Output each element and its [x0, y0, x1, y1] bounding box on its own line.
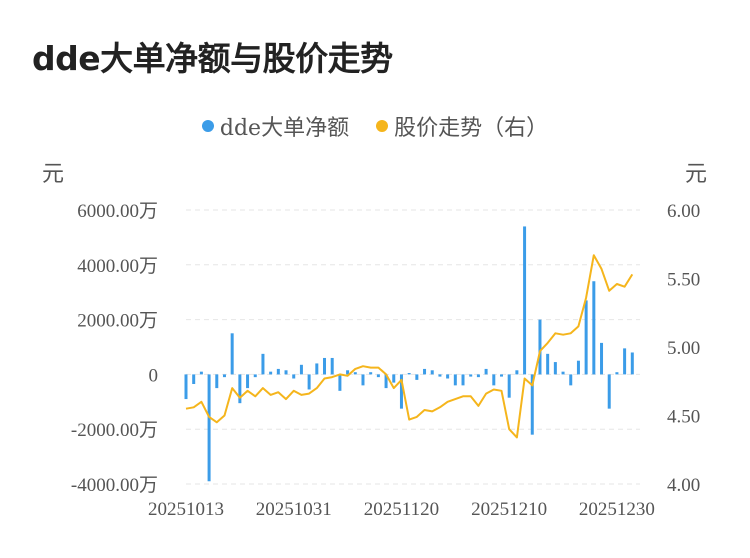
legend-label-dde: dde大单净额 — [219, 116, 350, 141]
dde-bar — [238, 374, 242, 404]
dde-bar — [269, 371, 273, 375]
dde-bar — [561, 371, 565, 375]
dde-bar — [469, 374, 473, 377]
dde-bar — [623, 348, 627, 375]
dde-bar — [222, 374, 226, 378]
legend-item-dde[interactable]: dde大单净额 — [201, 110, 350, 142]
right-tick-label: 5.00 — [667, 338, 700, 359]
x-tick-label: 20251230 — [579, 499, 655, 520]
legend-dot-price — [376, 120, 389, 132]
dde-bar — [299, 364, 303, 375]
left-axis-unit: 元 — [42, 162, 65, 187]
dde-bar — [230, 333, 234, 375]
dde-bar — [446, 374, 450, 379]
legend-label-price: 股价走势（右） — [394, 116, 549, 141]
dde-bar — [630, 352, 634, 375]
x-tick-label: 20251013 — [148, 499, 224, 520]
dde-bar — [415, 374, 419, 380]
dde-bar — [523, 226, 527, 375]
x-tick-label: 20251031 — [256, 499, 332, 520]
right-tick-label: 4.50 — [667, 407, 700, 428]
dde-bar — [253, 374, 257, 378]
dde-bar — [607, 374, 611, 409]
left-tick-label: -4000.00万 — [71, 475, 158, 496]
dde-bar — [423, 368, 427, 375]
dde-bar — [207, 374, 211, 482]
right-axis-unit: 元 — [685, 162, 708, 187]
dde-bar — [353, 372, 357, 375]
dde-bar — [546, 353, 550, 375]
dde-bar — [399, 374, 403, 409]
left-tick-label: 4000.00万 — [77, 256, 158, 277]
dde-bar — [499, 374, 503, 377]
dde-bar — [484, 368, 488, 375]
dde-bar — [476, 374, 480, 378]
dde-bar — [184, 374, 188, 400]
dde-bar — [453, 374, 457, 386]
dde-bar — [292, 374, 296, 379]
dde-bar — [315, 363, 319, 375]
dde-bar — [492, 374, 496, 386]
dde-bar — [369, 372, 373, 375]
dde-bar — [430, 370, 434, 375]
dde-bar — [600, 342, 604, 375]
right-tick-label: 5.50 — [667, 270, 700, 291]
left-tick-label: -2000.00万 — [71, 420, 158, 441]
x-tick-label: 20251210 — [471, 499, 547, 520]
dde-bar — [461, 374, 465, 386]
x-tick-label: 20251120 — [364, 499, 439, 520]
left-tick-label: 0 — [149, 365, 159, 386]
dde-bar — [338, 374, 342, 391]
dde-bar — [215, 374, 219, 389]
dde-bar — [576, 360, 580, 375]
dde-bar — [392, 374, 396, 383]
dde-bar — [307, 374, 311, 390]
dde-bar — [592, 281, 596, 375]
chart-legend: dde大单净额 股价走势（右） — [0, 110, 750, 142]
right-tick-label: 4.00 — [667, 475, 700, 496]
dde-bar — [261, 353, 265, 375]
dde-bar — [507, 374, 511, 398]
left-tick-label: 6000.00万 — [77, 201, 158, 222]
dde-bar — [538, 319, 542, 375]
price-line — [185, 254, 634, 439]
dde-bar — [323, 357, 327, 375]
dde-bar — [584, 300, 588, 375]
right-tick-label: 6.00 — [667, 201, 700, 222]
dde-bar — [361, 374, 365, 386]
dde-bar — [376, 374, 380, 378]
dde-bar — [384, 374, 388, 389]
dde-bar — [515, 370, 519, 375]
dde-bar — [199, 371, 203, 375]
chart-title: dde大单净额与股价走势 — [32, 39, 393, 78]
dde-bar — [284, 370, 288, 375]
dde-bar — [569, 374, 573, 386]
dde-bar — [346, 370, 350, 375]
dde-bar — [192, 374, 196, 384]
legend-dot-dde — [201, 120, 214, 132]
dde-bar — [276, 368, 280, 375]
left-tick-label: 2000.00万 — [77, 311, 158, 332]
dde-bar — [615, 372, 619, 375]
dde-bar — [530, 374, 534, 435]
dde-bar — [407, 373, 411, 375]
dde-bar — [246, 374, 250, 389]
legend-item-price[interactable]: 股价走势（右） — [376, 110, 548, 142]
dde-bar — [438, 374, 442, 377]
dde-bar — [330, 357, 334, 375]
dde-bar — [553, 362, 557, 375]
